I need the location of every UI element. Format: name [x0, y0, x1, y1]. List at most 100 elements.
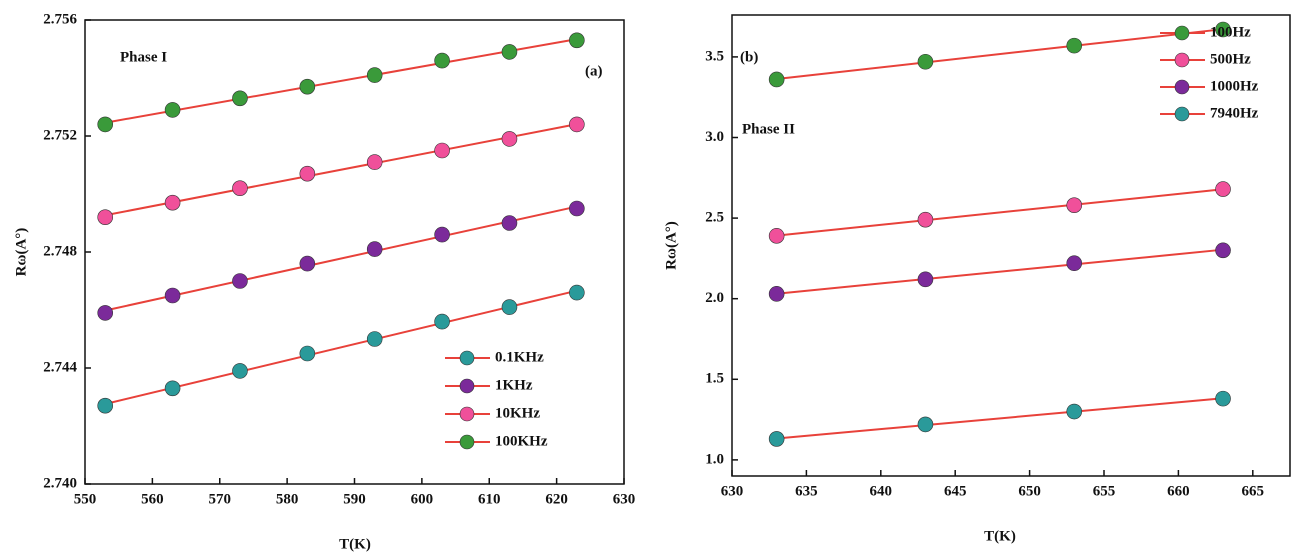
x-tick-label: 560: [141, 491, 164, 507]
data-point: [501, 44, 518, 60]
data-point: [768, 286, 785, 302]
legend-marker: [1174, 106, 1190, 122]
data-point: [164, 194, 181, 211]
x-tick-label: 570: [209, 491, 232, 507]
legend-marker: [459, 378, 475, 394]
legend-marker: [1174, 79, 1190, 95]
data-point: [569, 32, 585, 49]
x-axis-label: T(K): [339, 536, 371, 552]
data-point: [768, 431, 785, 447]
plot-frame: [84, 19, 625, 485]
data-point: [97, 305, 114, 321]
y-tick-label: 2.5: [705, 210, 724, 226]
fit-line: [776, 397, 1224, 440]
y-tick-label: 2.744: [43, 359, 77, 375]
y-tick-label: 2.740: [43, 475, 77, 491]
x-tick-label: 580: [276, 491, 299, 507]
x-tick-label: 610: [478, 491, 501, 507]
data-point: [97, 209, 114, 225]
data-point: [299, 78, 316, 95]
x-tick-label: 640: [870, 483, 893, 499]
data-point: [434, 142, 450, 159]
data-point: [366, 241, 383, 257]
data-point: [366, 331, 383, 347]
y-tick-label: 1.0: [705, 451, 724, 467]
x-tick-label: 645: [944, 483, 967, 499]
x-tick-label: 635: [795, 483, 818, 499]
data-point: [917, 53, 934, 70]
data-point: [232, 90, 248, 107]
data-point: [164, 287, 181, 304]
plot-frame: [731, 14, 1291, 477]
fit-line: [105, 123, 578, 217]
x-tick-label: 665: [1242, 483, 1265, 499]
y-tick-label: 2.0: [705, 290, 724, 306]
fit-line: [105, 38, 578, 124]
x-tick-label: 660: [1167, 483, 1190, 499]
data-point: [232, 273, 248, 289]
data-point: [1215, 181, 1231, 197]
data-point: [501, 215, 518, 231]
legend-marker: [1174, 52, 1190, 68]
y-tick-label: 2.756: [43, 11, 77, 27]
legend-label: 1000Hz: [1210, 78, 1259, 94]
data-point: [768, 228, 785, 244]
data-point: [1066, 37, 1083, 54]
data-point: [164, 380, 181, 397]
data-point: [97, 397, 114, 414]
data-point: [366, 67, 383, 83]
x-tick-label: 630: [613, 491, 636, 507]
data-point: [569, 284, 585, 301]
legend-label: 10KHz: [495, 405, 540, 421]
fit-line: [776, 248, 1224, 295]
data-point: [299, 255, 316, 272]
data-point: [917, 211, 934, 228]
data-point: [917, 271, 934, 288]
y-axis-label: Rω(A°): [663, 221, 679, 270]
y-tick-label: 3.5: [705, 48, 724, 64]
legend-label: 500Hz: [1210, 51, 1251, 67]
data-point: [917, 416, 934, 433]
fit-line: [776, 188, 1224, 237]
data-point: [232, 180, 248, 196]
data-point: [501, 131, 518, 147]
data-point: [434, 226, 450, 243]
data-point: [1215, 21, 1231, 38]
fit-line: [104, 205, 578, 312]
data-point: [569, 116, 585, 133]
x-axis-label: T(K): [984, 528, 1016, 544]
legend-label: 100KHz: [495, 433, 548, 449]
annotation: Phase I: [120, 49, 167, 65]
y-tick-label: 2.752: [43, 127, 77, 143]
data-point: [1215, 390, 1231, 407]
legend-label: 7940Hz: [1210, 105, 1259, 121]
x-tick-label: 620: [545, 491, 568, 507]
x-tick-label: 650: [1018, 483, 1041, 499]
data-point: [299, 165, 316, 182]
legend-marker: [459, 350, 475, 366]
data-point: [366, 154, 383, 170]
x-tick-label: 550: [74, 491, 97, 507]
data-point: [1215, 242, 1231, 259]
legend-label: 1KHz: [495, 377, 533, 393]
legend-marker: [459, 406, 475, 422]
data-point: [164, 102, 181, 118]
x-tick-label: 590: [343, 491, 366, 507]
annotation: (a): [585, 63, 603, 79]
y-tick-label: 1.5: [705, 371, 724, 387]
data-point: [434, 52, 450, 69]
fit-line: [104, 289, 578, 405]
annotation: Phase II: [742, 121, 795, 137]
data-point: [1066, 403, 1083, 420]
data-point: [1066, 255, 1083, 272]
annotation: (b): [740, 49, 758, 65]
legend-label: 100Hz: [1210, 24, 1251, 40]
y-tick-label: 2.748: [43, 243, 77, 259]
legend-marker: [1174, 25, 1190, 41]
data-point: [232, 363, 248, 379]
y-axis-label: Rω(A°): [13, 228, 29, 277]
x-tick-label: 630: [721, 483, 744, 499]
data-point: [501, 299, 518, 315]
